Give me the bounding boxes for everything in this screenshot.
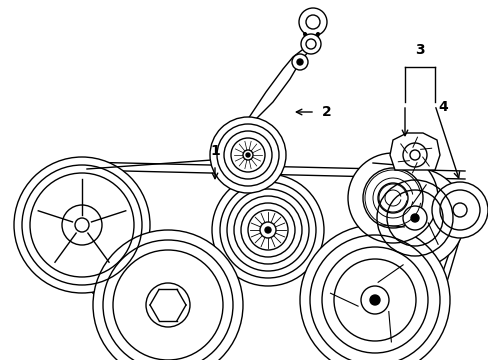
Circle shape (410, 214, 418, 222)
Circle shape (245, 153, 249, 157)
Circle shape (301, 34, 320, 54)
Circle shape (299, 225, 449, 360)
Circle shape (212, 174, 324, 286)
Circle shape (62, 205, 102, 245)
Circle shape (260, 222, 275, 238)
Circle shape (402, 143, 426, 167)
Circle shape (243, 150, 252, 160)
Circle shape (146, 283, 190, 327)
Circle shape (360, 286, 388, 314)
Text: 3: 3 (414, 43, 424, 57)
Circle shape (93, 230, 243, 360)
Circle shape (298, 8, 326, 36)
Circle shape (14, 157, 150, 293)
Circle shape (209, 117, 285, 193)
Circle shape (369, 295, 379, 305)
Text: 2: 2 (321, 105, 331, 119)
Text: 1: 1 (210, 144, 220, 158)
Polygon shape (245, 47, 307, 122)
Polygon shape (389, 133, 439, 170)
Circle shape (364, 168, 464, 268)
Circle shape (296, 59, 303, 65)
Circle shape (291, 54, 307, 70)
Circle shape (431, 182, 487, 238)
Circle shape (75, 218, 89, 232)
Circle shape (402, 206, 426, 230)
Text: 4: 4 (437, 100, 447, 114)
Circle shape (347, 153, 437, 243)
Circle shape (264, 227, 270, 233)
